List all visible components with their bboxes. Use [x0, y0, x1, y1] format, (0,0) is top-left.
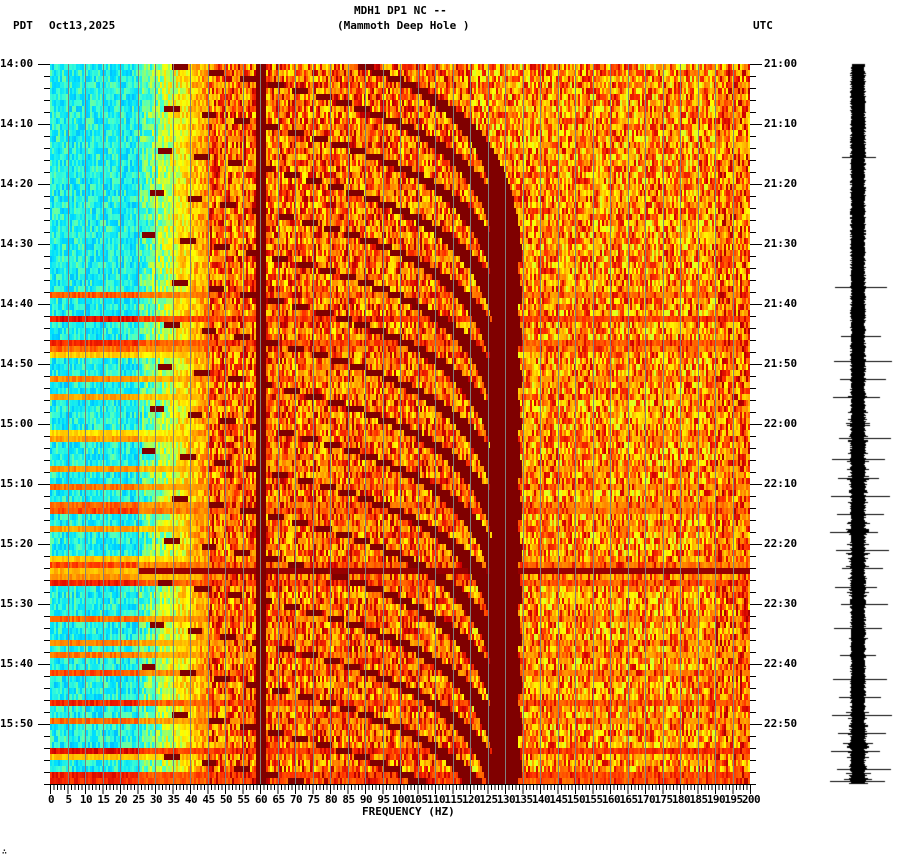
- y-tick-label-right: 22:00: [764, 417, 798, 430]
- left-timezone-label: PDT: [13, 19, 33, 32]
- x-tick-label: 80: [324, 793, 338, 806]
- x-tick-label: 0: [47, 793, 55, 806]
- y-tick-label-left: 14:40: [0, 297, 34, 310]
- x-tick-label: 105: [409, 793, 428, 806]
- site-title: (Mammoth Deep Hole ): [337, 19, 470, 32]
- spectrogram-heatmap: [50, 64, 750, 784]
- x-tick-label: 30: [149, 793, 163, 806]
- x-tick-label: 100: [391, 793, 411, 806]
- x-tick-label: 165: [619, 793, 638, 806]
- x-axis-title: FREQUENCY (HZ): [362, 805, 455, 818]
- y-tick-label-right: 22:50: [764, 717, 798, 730]
- y-tick-label-left: 15:00: [0, 417, 34, 430]
- x-tick-label: 55: [237, 793, 250, 806]
- y-tick-label-left: 14:00: [0, 57, 34, 70]
- y-tick-label-left: 14:30: [0, 237, 34, 250]
- x-tick-label: 115: [444, 793, 463, 806]
- x-tick-label: 200: [741, 793, 761, 806]
- x-tick-label: 60: [254, 793, 268, 806]
- x-tick-label: 35: [167, 793, 180, 806]
- x-tick-label: 20: [114, 793, 128, 806]
- station-title: MDH1 DP1 NC --: [354, 4, 447, 17]
- x-tick-label: 10: [79, 793, 93, 806]
- y-tick-label-left: 14:20: [0, 177, 34, 190]
- y-tick-label-right: 21:10: [764, 117, 798, 130]
- x-tick-label: 170: [636, 793, 656, 806]
- seismogram-trace: [820, 60, 902, 790]
- x-tick-label: 50: [219, 793, 233, 806]
- x-tick-label: 125: [479, 793, 498, 806]
- x-tick-label: 155: [584, 793, 603, 806]
- date-label: Oct13,2025: [49, 19, 116, 32]
- x-tick-label: 175: [654, 793, 673, 806]
- x-tick-label: 75: [307, 793, 320, 806]
- y-tick-label-left: 15:10: [0, 477, 34, 490]
- x-tick-label: 130: [496, 793, 516, 806]
- x-tick-label: 65: [272, 793, 285, 806]
- right-timezone-label: UTC: [753, 19, 773, 32]
- x-tick-label: 5: [65, 793, 72, 806]
- y-tick-label-left: 15:30: [0, 597, 34, 610]
- y-tick-label-left: 15:20: [0, 537, 34, 550]
- x-tick-label: 180: [671, 793, 691, 806]
- x-tick-label: 195: [724, 793, 743, 806]
- y-tick-label-right: 21:20: [764, 177, 798, 190]
- x-tick-label: 135: [514, 793, 533, 806]
- x-tick-label: 70: [289, 793, 303, 806]
- y-tick-label-left: 15:40: [0, 657, 34, 670]
- x-tick-label: 40: [184, 793, 198, 806]
- x-tick-label: 90: [359, 793, 373, 806]
- x-tick-label: 110: [426, 793, 446, 806]
- y-tick-label-right: 22:20: [764, 537, 798, 550]
- y-tick-label-right: 21:30: [764, 237, 798, 250]
- x-tick-label: 120: [461, 793, 481, 806]
- y-tick-label-right: 22:40: [764, 657, 798, 670]
- x-tick-label: 25: [132, 793, 145, 806]
- x-tick-label: 150: [566, 793, 586, 806]
- x-tick-label: 145: [549, 793, 568, 806]
- y-tick-label-right: 22:30: [764, 597, 798, 610]
- x-tick-label: 95: [377, 793, 390, 806]
- y-tick-label-left: 14:50: [0, 357, 34, 370]
- footer-mark: ∴: [2, 847, 7, 856]
- x-tick-label: 190: [706, 793, 726, 806]
- x-tick-label: 15: [97, 793, 110, 806]
- y-tick-label-right: 21:40: [764, 297, 798, 310]
- x-tick-label: 45: [202, 793, 215, 806]
- y-tick-label-left: 15:50: [0, 717, 34, 730]
- y-tick-label-right: 21:50: [764, 357, 798, 370]
- x-tick-label: 160: [601, 793, 621, 806]
- y-tick-label-right: 22:10: [764, 477, 798, 490]
- x-tick-label: 140: [531, 793, 551, 806]
- x-tick-label: 85: [342, 793, 355, 806]
- y-tick-label-right: 21:00: [764, 57, 798, 70]
- x-tick-label: 185: [689, 793, 708, 806]
- y-tick-label-left: 14:10: [0, 117, 34, 130]
